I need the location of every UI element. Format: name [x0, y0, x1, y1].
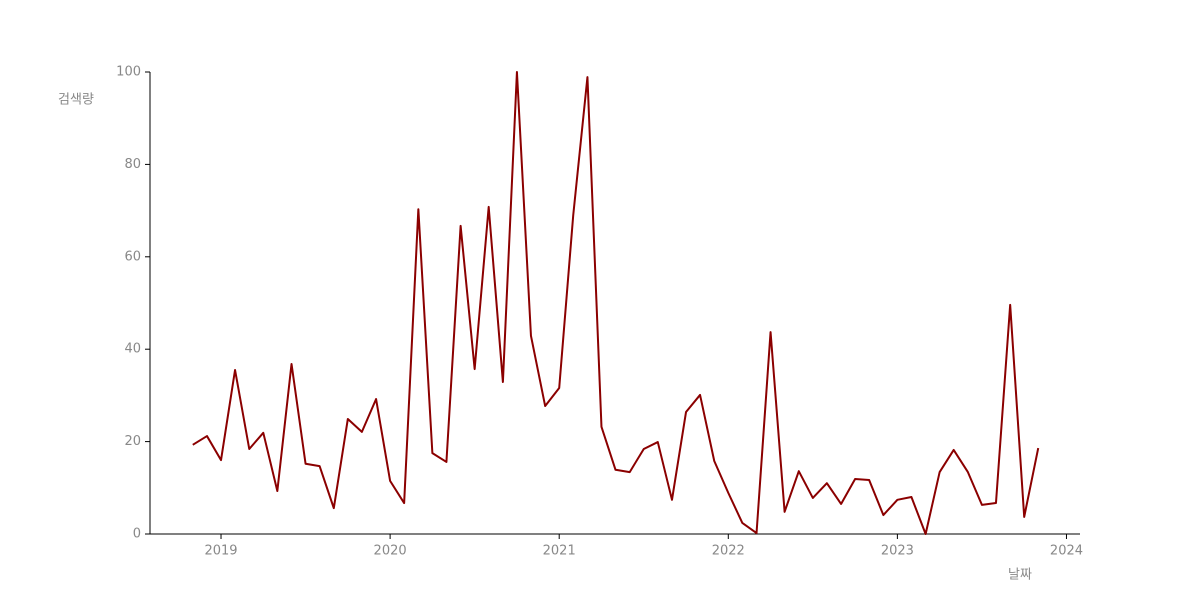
y-tick-label: 0 [133, 527, 141, 542]
x-tick-label: 2023 [881, 544, 914, 559]
y-tick-label: 100 [116, 65, 141, 80]
x-tick-label: 2021 [543, 544, 576, 559]
y-tick-label: 40 [124, 342, 141, 357]
y-axis-label: 검색량 [58, 93, 94, 108]
y-tick-label: 60 [124, 249, 141, 264]
y-tick-label: 20 [124, 434, 141, 449]
data-line [192, 71, 1040, 535]
x-tick-label: 2019 [204, 544, 237, 559]
x-tick-label: 2022 [712, 544, 745, 559]
x-tick-label: 2020 [374, 544, 407, 559]
x-tick-label: 2024 [1050, 544, 1083, 559]
x-axis-label: 날짜 [1008, 568, 1032, 583]
y-tick-label: 80 [124, 157, 141, 172]
